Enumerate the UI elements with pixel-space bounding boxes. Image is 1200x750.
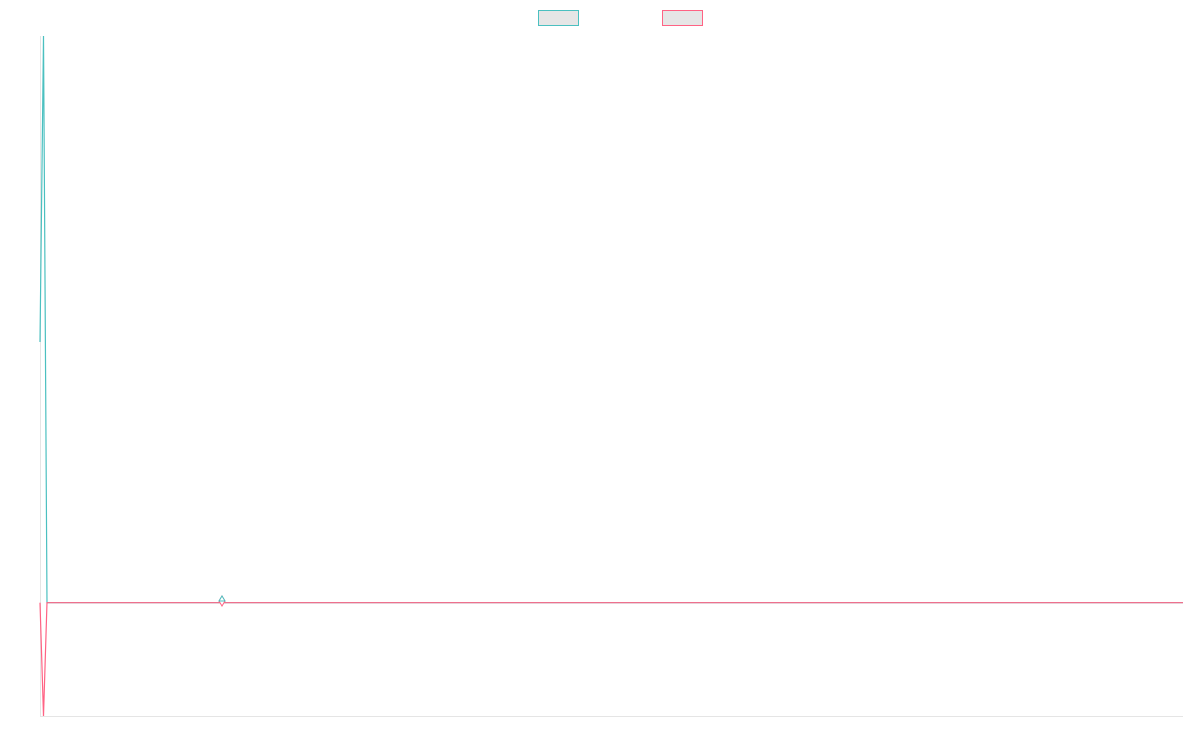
line-series <box>39 602 1183 717</box>
hover-marker <box>218 595 226 602</box>
legend-swatch <box>662 10 703 26</box>
legend <box>538 10 703 26</box>
plot-area <box>39 35 1183 717</box>
legend-swatch <box>538 10 579 26</box>
line-series <box>39 35 1183 604</box>
